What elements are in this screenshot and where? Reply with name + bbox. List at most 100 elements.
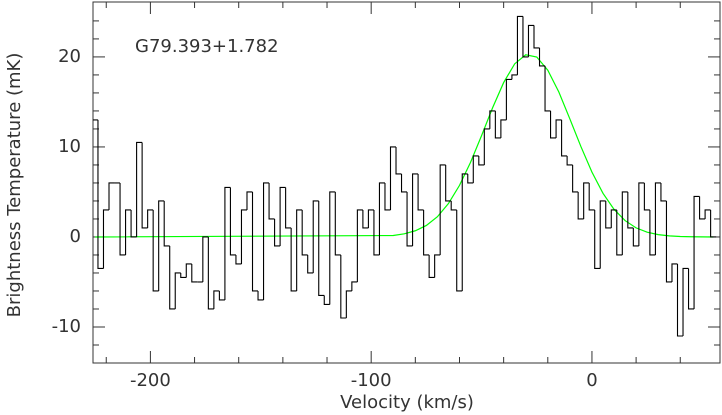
spectrum-step: [693, 195, 700, 309]
spectrum-step: [412, 173, 419, 246]
spectrum-step: [340, 254, 347, 319]
spectrum-step: [472, 155, 479, 183]
spectrum-step: [665, 200, 672, 283]
spectrum-step: [682, 267, 689, 336]
spectrum-step: [202, 236, 209, 282]
spectrum-step: [323, 295, 330, 306]
spectrum-step: [555, 119, 562, 138]
y-tick-label: 0: [70, 226, 81, 247]
spectrum-step: [671, 263, 678, 282]
spectrum-step: [594, 209, 601, 270]
spectrum-step: [511, 74, 518, 80]
spectrum-step: [367, 209, 374, 228]
spectrum-step: [389, 146, 397, 210]
spectrum-step: [285, 187, 292, 229]
spectrum-step: [207, 236, 214, 310]
x-axis-label: Velocity (km/s): [340, 392, 474, 413]
x-tick-label: 0: [586, 370, 597, 391]
spectrum-step: [136, 141, 143, 237]
spectrum-step: [395, 146, 402, 175]
spectrum-step: [246, 191, 253, 210]
spectrum-step: [318, 200, 325, 297]
spectrum-step: [240, 209, 247, 264]
spectrum-step: [356, 209, 363, 282]
spectrum-step: [185, 263, 192, 278]
spectrum-step: [312, 200, 319, 273]
spectrum-step: [450, 200, 457, 211]
x-tick-label: -200: [130, 370, 171, 391]
spectrum-step: [687, 268, 695, 310]
spectrum-step: [307, 254, 314, 274]
spectrum-step: [610, 209, 617, 228]
spectrum-step: [257, 290, 264, 301]
spectrum-step: [268, 182, 275, 220]
spectrum-step: [588, 182, 595, 211]
spectrum-step: [345, 290, 352, 318]
spectrum-step: [577, 191, 584, 220]
spectrum-step: [108, 182, 115, 210]
spectrum-step: [527, 24, 534, 57]
spectrum-step: [279, 186, 286, 246]
spectrum-step: [180, 272, 187, 279]
spectrum-step: [483, 128, 490, 165]
y-tick-label: -10: [52, 316, 81, 337]
spectrum-step: [710, 209, 717, 238]
spectrum-step: [423, 209, 430, 256]
spectrum-step: [400, 173, 408, 193]
spectrum-step: [434, 254, 441, 278]
spectrum-step: [290, 227, 297, 292]
spectrum-step: [583, 182, 590, 219]
spectrum-step: [544, 65, 551, 112]
spectrum-step: [494, 110, 501, 139]
spectrum-step: [213, 290, 220, 309]
spectrum-step: [141, 142, 148, 229]
spectrum-step: [632, 227, 639, 247]
spectrum-step: [461, 173, 468, 291]
spectrum-step: [638, 182, 645, 246]
spectrum-step: [533, 25, 540, 49]
spectrum-step: [119, 182, 126, 256]
spectrum-step: [660, 182, 667, 202]
spectrum-step: [218, 290, 225, 301]
spectrum-step: [417, 173, 424, 211]
spectrum-step: [262, 182, 270, 300]
spectrum-step: [500, 119, 507, 138]
spectrum-step: [445, 164, 452, 202]
spectrum-step: [599, 200, 606, 269]
spectrum-step: [643, 182, 650, 211]
y-tick-label: 10: [58, 136, 81, 157]
spectrum-step: [428, 254, 435, 279]
spectrum-step: [125, 209, 132, 255]
spectrum-step: [102, 209, 110, 269]
spectrum-step: [605, 200, 612, 229]
spectrum-step: [516, 15, 523, 75]
spectrum-step: [478, 155, 485, 166]
y-axis-label: Brightness Temperature (mK): [4, 53, 25, 318]
spectrum-step: [616, 209, 623, 256]
spectrum-step: [301, 209, 308, 256]
spectrum-step: [550, 110, 557, 139]
spectrum-step: [351, 281, 358, 291]
fit-curve: [95, 54, 714, 238]
spectrum-step: [229, 187, 236, 256]
spectrum-step: [152, 209, 159, 292]
spectrum-step: [235, 254, 242, 265]
spectrum-step: [224, 186, 231, 300]
spectrum-step: [621, 191, 628, 255]
spectrum-step: [274, 218, 281, 247]
spectrum-step: [97, 119, 104, 270]
x-tick-label: -100: [351, 370, 392, 391]
spectrum-step: [158, 200, 165, 291]
spectrum-step: [130, 209, 137, 238]
spectrum-step: [676, 263, 684, 337]
spectrum-step: [329, 191, 336, 305]
spectrum-step: [296, 209, 303, 291]
spectrum-step: [561, 119, 568, 157]
spectrum-step: [147, 209, 154, 228]
spectrum-step: [362, 209, 369, 229]
spectrum-step: [505, 78, 512, 120]
spectrum-step: [456, 209, 463, 292]
spectrum-step: [467, 173, 474, 184]
spectrum-step: [373, 209, 380, 256]
